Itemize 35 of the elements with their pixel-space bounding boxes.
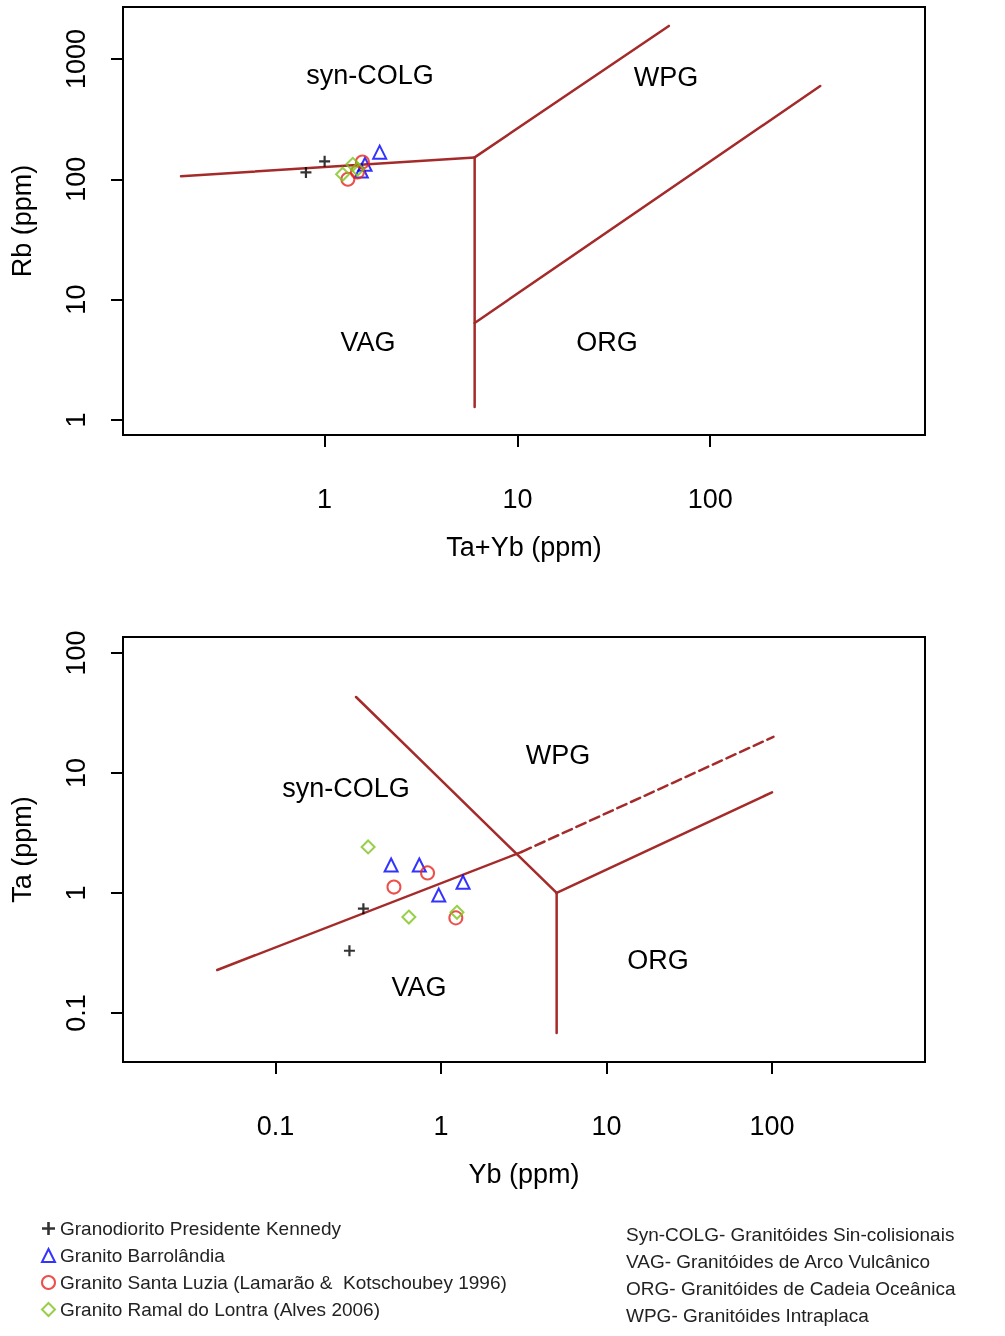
annotation: syn-COLG — [282, 773, 410, 803]
annotation: VAG — [340, 327, 396, 357]
x-tick-label: 100 — [687, 483, 733, 514]
x-axis-title: Ta+Yb (ppm) — [446, 531, 602, 562]
y-tick-label: 100 — [60, 630, 91, 676]
y-axis-title: Ta (ppm) — [6, 796, 37, 903]
y-tick-label: 10 — [60, 284, 91, 315]
y-tick-label: 1 — [60, 412, 91, 428]
text: VAG- Granitóides de Arco Vulcânico — [626, 1251, 931, 1272]
x-tick-label: 0.1 — [256, 1110, 295, 1141]
text: Syn-COLG- Granitóides Sin-colisionais — [626, 1224, 955, 1245]
y-tick-label: 0.1 — [60, 994, 91, 1032]
legend-label: Granito Barrolândia — [60, 1245, 226, 1266]
legend-label: Granito Ramal do Lontra (Alves 2006) — [60, 1299, 380, 1320]
x-tick-label: 1 — [433, 1110, 449, 1141]
y-tick-label: 10 — [60, 757, 91, 789]
legend-label: Granodiorito Presidente Kennedy — [60, 1218, 342, 1239]
x-tick-label: 1 — [317, 483, 333, 514]
text: ORG- Granitóides de Cadeia Oceânica — [626, 1278, 956, 1299]
y-tick-label: 100 — [60, 156, 91, 202]
annotation: VAG — [391, 972, 447, 1002]
annotation: syn-COLG — [306, 60, 434, 90]
annotation: ORG — [576, 327, 638, 357]
y-axis-title: Rb (ppm) — [6, 164, 37, 278]
annotation: WPG — [633, 62, 699, 92]
text: WPG- Granitóides Intraplaca — [626, 1305, 870, 1326]
x-tick-label: 10 — [502, 483, 533, 514]
annotation: ORG — [627, 945, 689, 975]
annotation: WPG — [525, 740, 591, 770]
legend-label: Granito Santa Luzia (Lamarão & Kotschoubey 1996) — [60, 1272, 507, 1293]
x-axis-title: Yb (ppm) — [468, 1158, 580, 1189]
y-tick-label: 1000 — [60, 28, 91, 89]
x-tick-label: 10 — [591, 1110, 622, 1141]
y-tick-label: 1 — [60, 885, 91, 901]
x-tick-label: 100 — [749, 1110, 795, 1141]
